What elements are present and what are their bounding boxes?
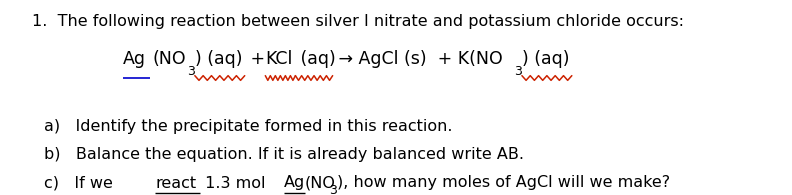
Text: +: + (245, 50, 270, 68)
Text: (NO: (NO (305, 176, 336, 191)
Text: 3: 3 (187, 65, 195, 78)
Text: react: react (155, 176, 196, 191)
Text: ) (aq): ) (aq) (522, 50, 569, 68)
Text: c)   If we: c) If we (44, 176, 117, 191)
Text: KCl: KCl (265, 50, 293, 68)
Text: (aq): (aq) (295, 50, 336, 68)
Text: 3: 3 (514, 65, 522, 78)
Text: 3: 3 (329, 184, 337, 195)
Text: (NO: (NO (152, 50, 185, 68)
Text: 1.3 mol: 1.3 mol (200, 176, 270, 191)
Text: b)   Balance the equation. If it is already balanced write AB.: b) Balance the equation. If it is alread… (44, 147, 524, 162)
Text: Ag: Ag (123, 50, 146, 68)
Text: → AgCl (s)  + K(NO: → AgCl (s) + K(NO (333, 50, 502, 68)
Text: Ag: Ag (284, 176, 306, 191)
Text: 1.  The following reaction between silver I nitrate and potassium chloride occur: 1. The following reaction between silver… (32, 14, 683, 29)
Text: ), how many moles of AgCl will we make?: ), how many moles of AgCl will we make? (337, 176, 670, 191)
Text: a)   Identify the precipitate formed in this reaction.: a) Identify the precipitate formed in th… (44, 119, 452, 134)
Text: ) (aq): ) (aq) (195, 50, 242, 68)
